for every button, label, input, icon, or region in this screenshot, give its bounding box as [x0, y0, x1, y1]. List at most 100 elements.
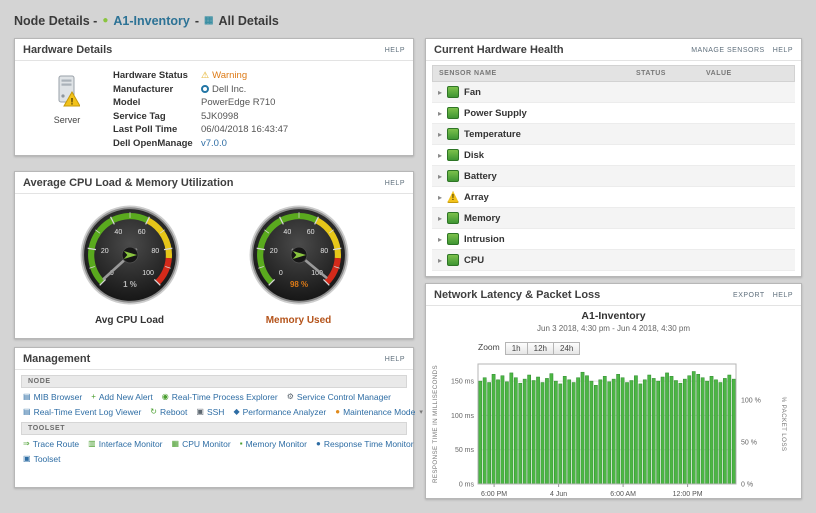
sensor-row-power-supply[interactable]: ▸ Power Supply: [432, 103, 795, 124]
memory-monitor-link[interactable]: ▪Memory Monitor: [240, 439, 307, 449]
page-title: Node Details - ● A1-Inventory - ▦ All De…: [14, 11, 279, 31]
field-label: Last Poll Time: [113, 123, 201, 137]
svg-text:100 %: 100 %: [741, 398, 761, 405]
chart-date-range: Jun 3 2018, 4:30 pm - Jun 4 2018, 4:30 p…: [426, 324, 801, 333]
sensor-table: SENSOR NAME STATUS VALUE ▸Fan ▸Power Sup…: [426, 61, 801, 271]
battery-status-icon: [447, 170, 459, 182]
svg-text:20: 20: [269, 248, 277, 255]
performance-analyzer-link[interactable]: ◆Performance Analyzer: [233, 407, 326, 417]
trace-route-icon: ⇒: [23, 440, 30, 448]
response-time-monitor-link[interactable]: ●Response Time Monitor: [316, 439, 414, 449]
management-help-link[interactable]: HELP: [385, 356, 405, 363]
service-control-manager-link[interactable]: ⚙Service Control Manager: [287, 392, 391, 402]
memory-gauge-caption: Memory Used: [229, 315, 369, 326]
hardware-status-value: ⚠ Warning: [201, 69, 247, 83]
node-details-page: Node Details - ● A1-Inventory - ▦ All De…: [0, 0, 816, 510]
network-latency-header: Network Latency & Packet Loss EXPORT HEL…: [426, 284, 801, 306]
all-details-icon: ▦: [204, 16, 213, 26]
node-section-header: NODE: [21, 375, 407, 388]
field-label: Hardware Status: [113, 69, 201, 83]
mib-browser-link[interactable]: ▤MIB Browser: [23, 392, 82, 402]
disk-status-icon: [447, 149, 459, 161]
trace-route-link[interactable]: ⇒Trace Route: [23, 439, 79, 449]
hardware-details-help-link[interactable]: HELP: [385, 47, 405, 54]
zoom-1h-button[interactable]: 1h: [505, 342, 528, 355]
chevron-right-icon[interactable]: ▸: [438, 88, 442, 97]
network-latency-title: Network Latency & Packet Loss: [434, 289, 600, 301]
toolset-icon: ▣: [23, 455, 31, 463]
openmanage-version-link[interactable]: v7.0.0: [201, 137, 227, 151]
svg-text:RESPONSE TIME IN MILLISECONDS: RESPONSE TIME IN MILLISECONDS: [432, 365, 439, 483]
maintenance-mode-link[interactable]: ●Maintenance Mode▾: [335, 407, 423, 417]
sensor-row-temperature[interactable]: ▸ Temperature: [432, 124, 795, 145]
chevron-right-icon[interactable]: ▸: [438, 109, 442, 118]
sensor-name: Fan: [464, 87, 481, 98]
node-name-link[interactable]: A1-Inventory: [113, 14, 189, 28]
export-link[interactable]: EXPORT: [733, 292, 765, 299]
sensor-name: Temperature: [464, 129, 521, 140]
chevron-right-icon[interactable]: ▸: [438, 172, 442, 181]
network-latency-help-link[interactable]: HELP: [773, 292, 793, 299]
node-links-row-2: ▤Real-Time Event Log Viewer ↻Reboot ▣SSH…: [23, 407, 407, 417]
chevron-right-icon[interactable]: ▸: [438, 151, 442, 160]
add-new-alert-link[interactable]: +Add New Alert: [91, 392, 153, 402]
memory-gauge-block: 02040608010098 % Memory Used: [229, 202, 369, 326]
node-links-row-1: ▤MIB Browser +Add New Alert ◉Real-Time P…: [23, 392, 407, 402]
svg-text:0 %: 0 %: [741, 482, 753, 489]
device-type-label: Server: [21, 115, 113, 125]
sensor-row-array[interactable]: ▸Array: [432, 187, 795, 208]
cpu-memory-header: Average CPU Load & Memory Utilization HE…: [15, 172, 413, 194]
chevron-right-icon[interactable]: ▸: [438, 256, 442, 265]
chevron-right-icon[interactable]: ▸: [438, 193, 442, 202]
field-label: Manufacturer: [113, 83, 201, 97]
field-row: Manufacturer Dell Inc.: [113, 83, 407, 97]
zoom-label: Zoom: [478, 342, 500, 352]
cpu-memory-title: Average CPU Load & Memory Utilization: [23, 177, 233, 189]
svg-text:!: !: [71, 97, 74, 107]
sensor-name: Power Supply: [464, 108, 527, 119]
chart-title: A1-Inventory: [426, 310, 801, 322]
real-time-process-explorer-link[interactable]: ◉Real-Time Process Explorer: [162, 392, 278, 402]
event-log-icon: ▤: [23, 408, 31, 416]
chevron-right-icon[interactable]: ▸: [438, 130, 442, 139]
service-tag-value: 5JK0998: [201, 110, 239, 124]
sensor-row-fan[interactable]: ▸ Fan: [432, 82, 795, 103]
sensor-row-memory[interactable]: ▸Memory: [432, 208, 795, 229]
interface-monitor-link[interactable]: ▥Interface Monitor: [88, 439, 162, 449]
sensor-row-disk[interactable]: ▸Disk: [432, 145, 795, 166]
field-row: Last Poll Time 06/04/2018 16:43:47: [113, 123, 407, 137]
sensor-row-cpu[interactable]: ▸CPU: [432, 250, 795, 271]
svg-text:6:00 AM: 6:00 AM: [610, 491, 636, 498]
svg-text:100 ms: 100 ms: [451, 413, 474, 420]
svg-text:50 ms: 50 ms: [455, 447, 475, 454]
svg-text:98 %: 98 %: [289, 280, 307, 289]
management-header: Management HELP: [15, 348, 413, 370]
sensor-name: Intrusion: [464, 234, 505, 245]
zoom-24h-button[interactable]: 24h: [553, 342, 580, 355]
hardware-health-help-link[interactable]: HELP: [773, 47, 793, 54]
svg-text:60: 60: [137, 229, 145, 236]
svg-text:12:00 PM: 12:00 PM: [673, 491, 703, 498]
cpu-monitor-icon: ▦: [172, 440, 180, 448]
svg-text:40: 40: [283, 229, 291, 236]
chevron-right-icon[interactable]: ▸: [438, 235, 442, 244]
node-status-icon: ●: [102, 16, 108, 26]
reboot-link[interactable]: ↻Reboot: [150, 407, 187, 417]
chevron-down-icon: ▾: [419, 408, 423, 416]
memory-monitor-icon: ▪: [240, 440, 243, 448]
all-details-label: All Details: [218, 14, 278, 28]
cpu-gauge-caption: Avg CPU Load: [60, 315, 200, 326]
toolset-link[interactable]: ▣Toolset: [23, 454, 61, 464]
chevron-right-icon[interactable]: ▸: [438, 214, 442, 223]
sensor-row-intrusion[interactable]: ▸ Intrusion: [432, 229, 795, 250]
zoom-12h-button[interactable]: 12h: [527, 342, 554, 355]
cpu-memory-help-link[interactable]: HELP: [385, 180, 405, 187]
manage-sensors-link[interactable]: MANAGE SENSORS: [691, 47, 765, 54]
management-panel: Management HELP NODE ▤MIB Browser +Add N…: [14, 347, 414, 488]
manufacturer-value: Dell Inc.: [201, 83, 246, 97]
network-latency-panel: Network Latency & Packet Loss EXPORT HEL…: [425, 283, 802, 499]
ssh-link[interactable]: ▣SSH: [196, 407, 224, 417]
sensor-row-battery[interactable]: ▸Battery: [432, 166, 795, 187]
cpu-monitor-link[interactable]: ▦CPU Monitor: [172, 439, 231, 449]
real-time-event-log-viewer-link[interactable]: ▤Real-Time Event Log Viewer: [23, 407, 141, 417]
